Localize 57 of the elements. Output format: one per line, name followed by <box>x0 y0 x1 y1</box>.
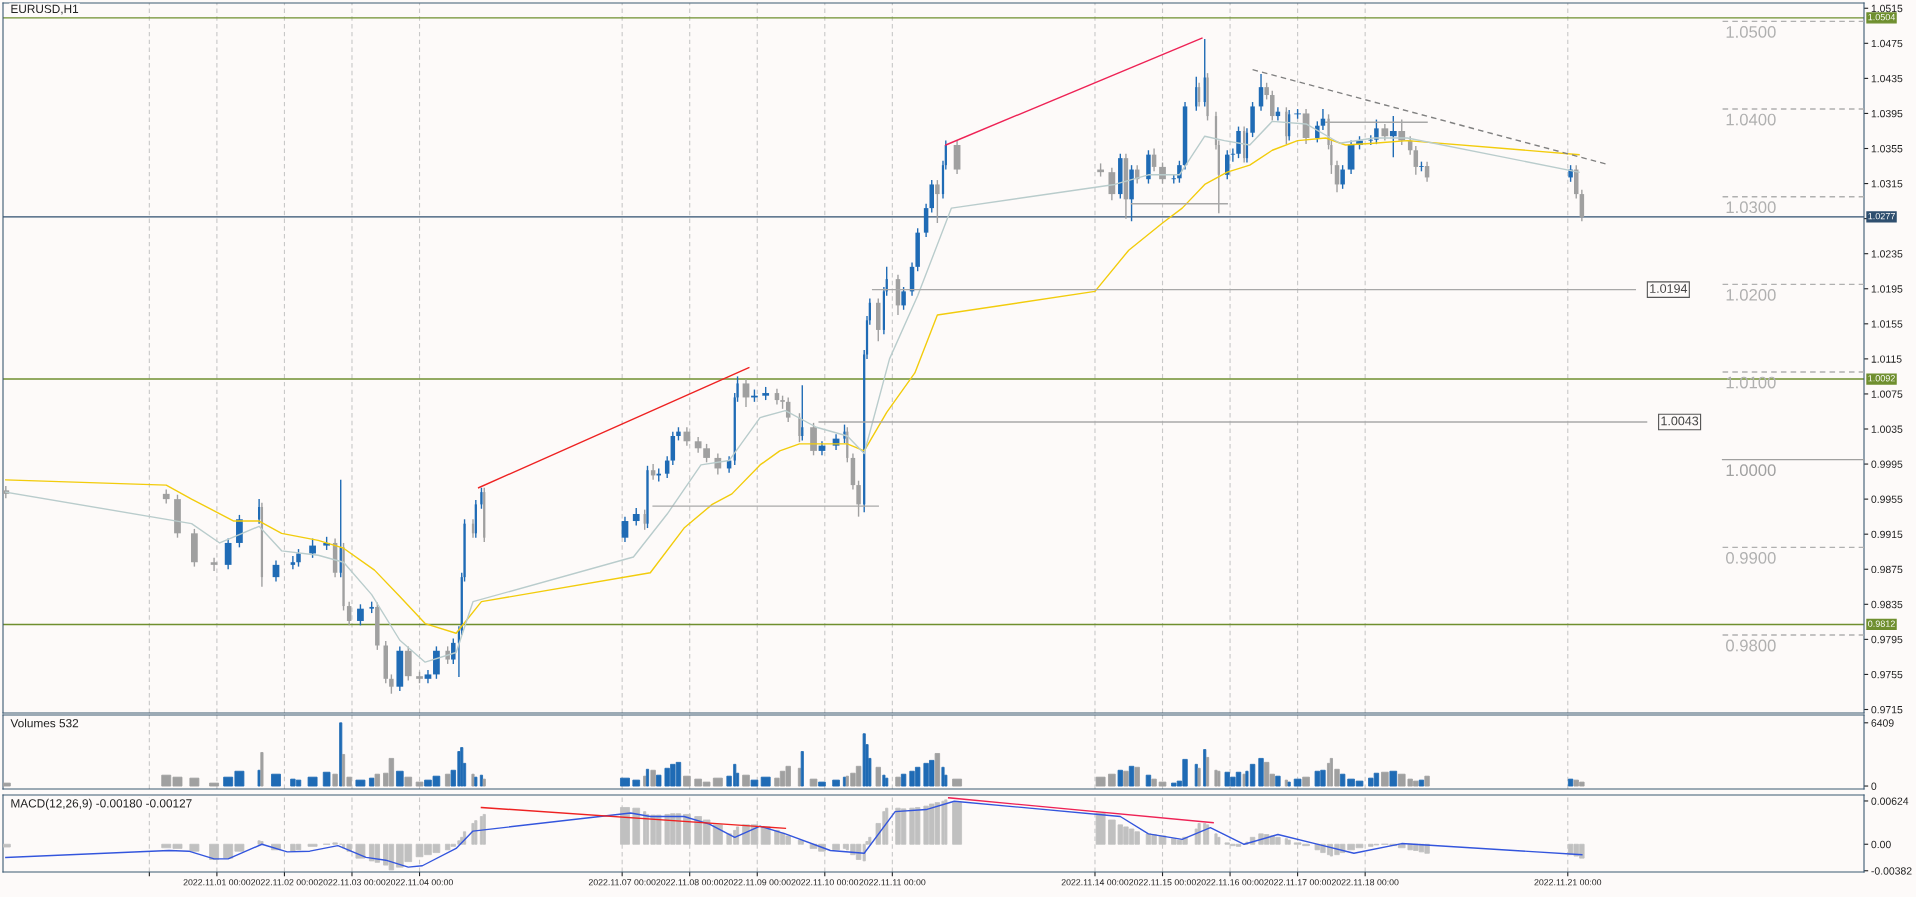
x-tick-label: 2022.11.09 00:00 <box>723 879 791 886</box>
x-tick-label: 2022.11.21 00:00 <box>1534 879 1602 886</box>
y-tick-label: 1.0115 <box>1871 355 1902 363</box>
y-tick-label: 1.0235 <box>1871 250 1903 258</box>
x-tick-label: 2022.11.07 00:00 <box>588 879 656 886</box>
y-tick-label: 0.9755 <box>1871 670 1903 679</box>
series-label: 1.0300 <box>1726 201 1776 214</box>
series-label: 1.0000 <box>1726 464 1776 477</box>
ref-line-label: 1.0277 <box>1868 212 1895 220</box>
series-label: 0.9900 <box>1726 551 1776 564</box>
x-tick-label: 2022.11.08 00:00 <box>656 879 724 886</box>
x-tick-label: 2022.11.02 00:00 <box>251 879 318 886</box>
y-tick-label: 1.0355 <box>1871 145 1903 153</box>
y-tick-label: 0.9915 <box>1871 530 1903 539</box>
ref-line-label: 0.9812 <box>1868 620 1895 627</box>
y-tick-label: 1.0195 <box>1871 285 1903 293</box>
y-tick-label: 1.0075 <box>1871 390 1903 398</box>
series-label: 1.0400 <box>1726 113 1776 126</box>
x-tick-label: 2022.11.03 00:00 <box>318 879 386 886</box>
y-tick-label: 0.00 <box>1871 840 1891 849</box>
y-tick-label: 0.9715 <box>1871 705 1903 714</box>
x-tick-label: 2022.11.15 00:00 <box>1129 879 1196 886</box>
chart-title: EURUSD,H1 <box>11 4 79 15</box>
ref-line-label: 1.0092 <box>1868 375 1895 382</box>
y-tick-label: 1.0515 <box>1871 4 1903 13</box>
series-label: 1.0100 <box>1726 376 1776 389</box>
series-label: 1.0500 <box>1726 26 1776 38</box>
y-tick-label: 0.9835 <box>1871 600 1903 609</box>
series-label: 0.9800 <box>1726 639 1776 652</box>
x-tick-label: 2022.11.10 00:00 <box>791 879 859 886</box>
x-tick-label: 2022.11.01 00:00 <box>183 879 251 886</box>
series-label: 1.0200 <box>1726 288 1776 301</box>
y-tick-label: 1.0035 <box>1871 425 1903 433</box>
x-tick-label: 2022.11.11 00:00 <box>859 879 926 886</box>
x-tick-label: 2022.11.04 00:00 <box>386 879 453 886</box>
y-tick-label: 1.0435 <box>1871 74 1903 83</box>
chart-title: Volumes 532 <box>10 718 79 728</box>
y-tick-label: 1.0315 <box>1871 180 1903 188</box>
y-tick-label: 0 <box>1871 782 1877 790</box>
y-tick-label: 0.00624 <box>1871 797 1909 805</box>
y-tick-label: -0.00382 <box>1871 867 1912 875</box>
x-tick-label: 2022.11.14 00:00 <box>1061 879 1129 886</box>
y-tick-label: 0.9995 <box>1871 460 1903 468</box>
x-tick-label: 2022.11.16 00:00 <box>1196 879 1264 886</box>
y-tick-label: 6409 <box>1871 719 1894 727</box>
y-tick-label: 1.0155 <box>1871 320 1903 328</box>
x-tick-label: 2022.11.17 00:00 <box>1264 879 1332 886</box>
series-label: 1.0194 <box>1650 284 1688 293</box>
ref-line-label: 1.0504 <box>1868 13 1896 21</box>
chart-title: MACD(12,26,9) -0.00180 -0.00127 <box>11 798 192 810</box>
y-tick-label: 0.9795 <box>1871 635 1903 644</box>
y-tick-label: 1.0475 <box>1871 39 1903 48</box>
y-tick-label: 0.9875 <box>1871 565 1903 574</box>
y-tick-label: 0.9955 <box>1871 495 1903 503</box>
y-tick-label: 1.0395 <box>1871 109 1903 118</box>
x-tick-label: 2022.11.18 00:00 <box>1331 879 1399 886</box>
series-label: 1.0043 <box>1661 416 1699 426</box>
